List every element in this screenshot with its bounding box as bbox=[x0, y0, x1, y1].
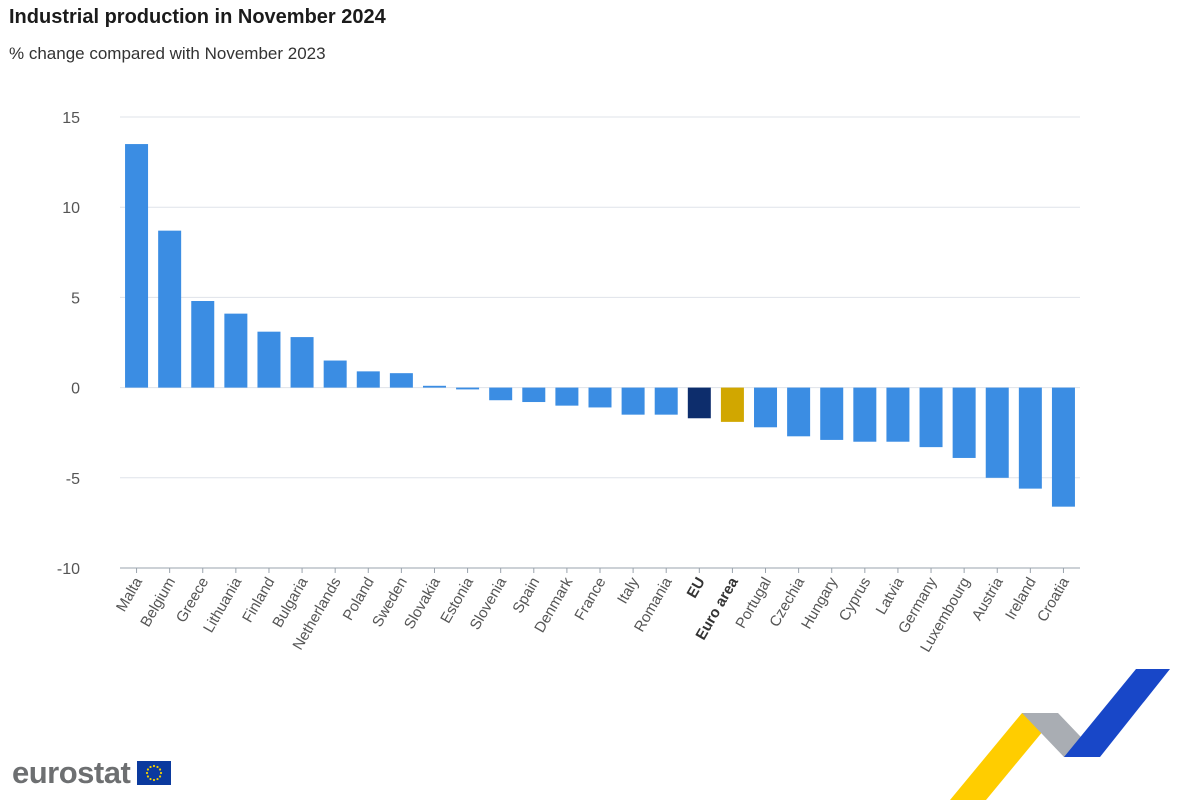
x-tick-label: Malta bbox=[113, 574, 146, 615]
bar-austria[interactable] bbox=[985, 387, 1009, 478]
bar-lithuania[interactable] bbox=[224, 313, 248, 388]
bar-malta[interactable] bbox=[125, 144, 149, 388]
chart-subtitle: % change compared with November 2023 bbox=[9, 44, 326, 63]
eurostat-logo: eurostat bbox=[12, 755, 171, 791]
flag-star bbox=[146, 768, 149, 771]
chart-title: Industrial production in November 2024 bbox=[9, 6, 386, 28]
bar-luxembourg[interactable] bbox=[952, 387, 976, 458]
y-tick-label: 5 bbox=[71, 290, 80, 307]
bar-eu[interactable] bbox=[687, 387, 711, 419]
bar-germany[interactable] bbox=[919, 387, 943, 448]
flag-star bbox=[156, 765, 159, 769]
flag-star bbox=[159, 771, 162, 775]
bar-layer bbox=[125, 144, 1075, 507]
bar-estonia[interactable] bbox=[456, 387, 480, 390]
x-tick-label: Spain bbox=[509, 575, 543, 617]
y-tick-label: -5 bbox=[66, 471, 80, 488]
x-tick-label: Austria bbox=[969, 574, 1007, 623]
bar-cyprus[interactable] bbox=[853, 387, 877, 442]
bar-croatia[interactable] bbox=[1051, 387, 1075, 507]
flag-star bbox=[149, 777, 152, 781]
y-tick-label: -10 bbox=[57, 561, 80, 578]
bar-ireland[interactable] bbox=[1018, 387, 1042, 489]
flag-star bbox=[146, 775, 149, 778]
y-tick-label: 10 bbox=[62, 200, 80, 217]
bar-denmark[interactable] bbox=[555, 387, 579, 406]
flag-star bbox=[158, 768, 161, 771]
bar-slovakia[interactable] bbox=[422, 385, 446, 388]
bar-latvia[interactable] bbox=[886, 387, 910, 442]
flag-star bbox=[152, 778, 155, 782]
y-tick-label: 15 bbox=[62, 110, 80, 127]
bar-netherlands[interactable] bbox=[323, 360, 347, 388]
eu-flag-icon bbox=[136, 761, 171, 785]
flag-star bbox=[145, 771, 148, 775]
bar-poland[interactable] bbox=[356, 371, 380, 388]
x-tick-label: Croatia bbox=[1034, 574, 1073, 625]
flag-star bbox=[152, 764, 155, 768]
bar-finland[interactable] bbox=[257, 331, 281, 388]
bar-czechia[interactable] bbox=[787, 387, 811, 437]
decorative-ribbon-icon bbox=[950, 669, 1170, 800]
x-tick-label: Latvia bbox=[873, 574, 908, 618]
eurostat-wordmark: eurostat bbox=[12, 755, 131, 790]
y-tick-label: 0 bbox=[71, 381, 80, 398]
bar-slovenia[interactable] bbox=[489, 387, 513, 401]
flag-star bbox=[149, 765, 152, 769]
bar-portugal[interactable] bbox=[754, 387, 778, 428]
bar-hungary[interactable] bbox=[820, 387, 844, 440]
x-tick-label: Cyprus bbox=[836, 575, 874, 625]
bar-france[interactable] bbox=[588, 387, 612, 408]
bar-belgium[interactable] bbox=[158, 230, 182, 388]
x-tick-label: EU bbox=[684, 575, 709, 602]
bar-greece[interactable] bbox=[191, 301, 215, 388]
x-tick-label: France bbox=[571, 575, 609, 624]
bar-chart: 151050-5-10MaltaBelgiumGreeceLithuaniaFi… bbox=[57, 110, 1080, 655]
flag-star bbox=[158, 775, 161, 778]
x-tick-label: Italy bbox=[614, 574, 643, 607]
bar-spain[interactable] bbox=[522, 387, 546, 403]
bar-bulgaria[interactable] bbox=[290, 337, 314, 388]
bar-sweden[interactable] bbox=[389, 373, 413, 388]
flag-star bbox=[156, 777, 159, 781]
bar-romania[interactable] bbox=[654, 387, 678, 415]
bar-italy[interactable] bbox=[621, 387, 645, 415]
bar-euro-area[interactable] bbox=[720, 387, 744, 422]
